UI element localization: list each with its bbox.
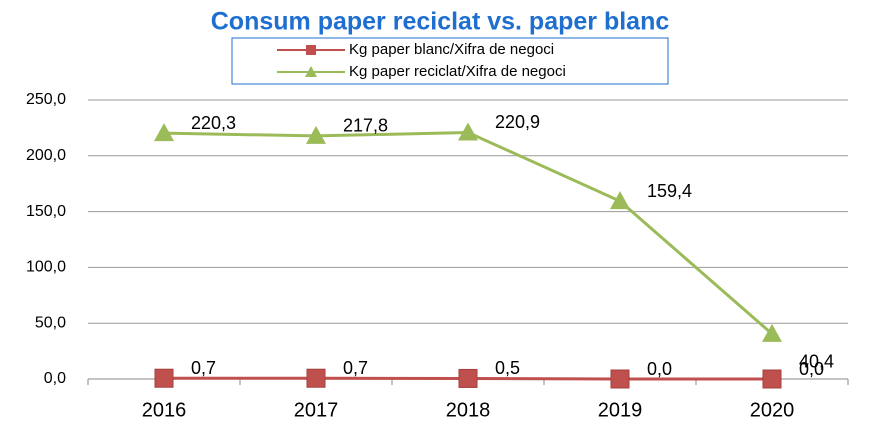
- y-tick-label: 0,0: [44, 370, 66, 387]
- marker: [458, 368, 478, 388]
- marker: [610, 191, 630, 210]
- marker: [762, 369, 782, 389]
- legend-box: [231, 37, 669, 85]
- data-label: 220,3: [191, 113, 236, 133]
- chart-title: Consum paper reciclat vs. paper blanc: [211, 8, 670, 36]
- series-line: [163, 130, 773, 336]
- y-tick-label: 200,0: [26, 147, 66, 164]
- data-label: 220,9: [495, 112, 540, 132]
- data-label: 217,8: [343, 116, 388, 136]
- legend-label: Kg paper reciclat/Xifra de negoci: [349, 63, 566, 80]
- y-tick-label: 150,0: [26, 203, 66, 220]
- data-label: 0,0: [647, 359, 672, 379]
- x-tick-label: 2017: [294, 399, 339, 421]
- y-tick-label: 250,0: [26, 91, 66, 108]
- marker: [154, 123, 174, 142]
- marker: [458, 122, 478, 141]
- marker: [762, 323, 782, 342]
- y-tick-label: 50,0: [35, 314, 66, 331]
- data-label: 40,4: [799, 352, 834, 372]
- marker: [154, 368, 174, 388]
- legend-label: Kg paper blanc/Xifra de negoci: [349, 41, 554, 58]
- data-label: 0,7: [191, 358, 216, 378]
- y-tick-label: 100,0: [26, 259, 66, 276]
- marker: [306, 368, 326, 388]
- x-tick-label: 2019: [598, 399, 643, 421]
- data-label: 0,7: [343, 358, 368, 378]
- marker: [610, 369, 630, 389]
- legend-marker: [305, 66, 317, 77]
- data-label: 159,4: [647, 181, 692, 201]
- marker: [306, 125, 326, 144]
- x-tick-label: 2016: [142, 399, 187, 421]
- x-tick-label: 2020: [750, 399, 795, 421]
- legend-marker: [306, 45, 316, 55]
- x-tick-label: 2018: [446, 399, 491, 421]
- data-label: 0,0: [799, 359, 824, 379]
- data-label: 0,5: [495, 358, 520, 378]
